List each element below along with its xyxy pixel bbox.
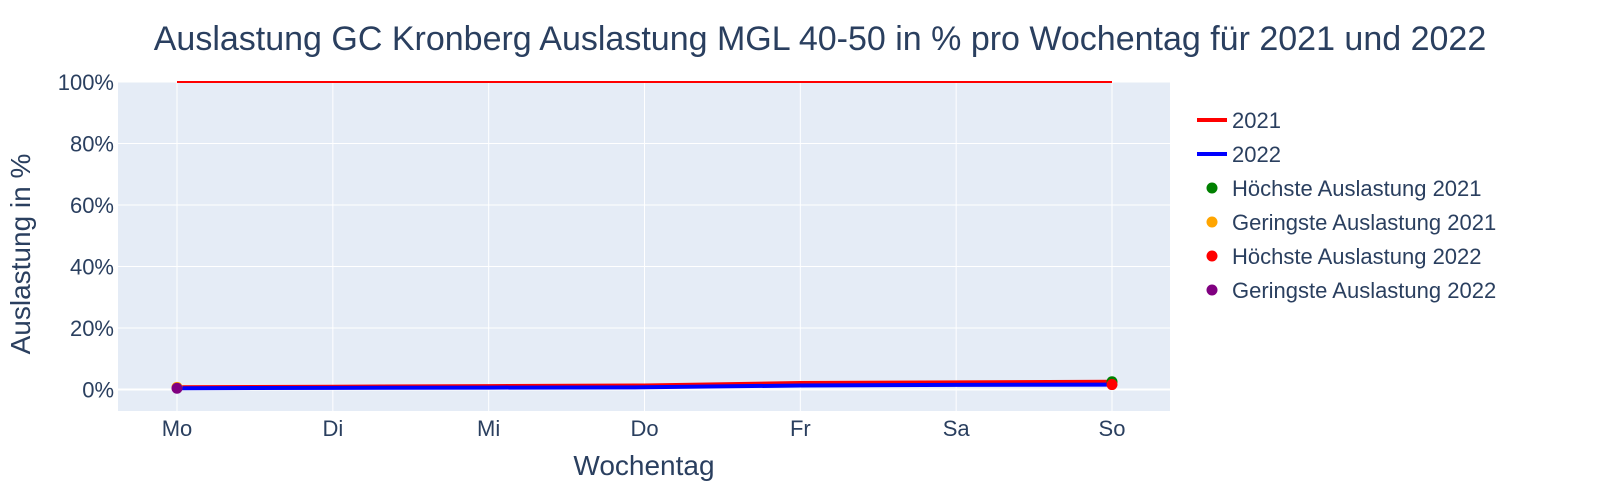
legend-entry: Geringste Auslastung 2021 [1232, 210, 1496, 235]
legend-entry: Höchste Auslastung 2022 [1232, 244, 1482, 269]
y-tick-label: 100% [58, 70, 114, 95]
x-tick-label: So [1099, 416, 1126, 441]
y-axis-title: Auslastung in % [5, 154, 36, 355]
legend-marker-swatch [1206, 284, 1218, 296]
x-tick-label: Di [322, 416, 343, 441]
series-line-2022 [176, 382, 1113, 391]
legend-entry: 2021 [1232, 108, 1281, 133]
marker-point [1106, 379, 1118, 391]
y-tick-label: 80% [70, 131, 114, 156]
legend-marker-swatch [1206, 216, 1218, 228]
highlight-markers [171, 376, 1118, 394]
x-tick-label: Do [630, 416, 658, 441]
x-tick-label: Mo [162, 416, 193, 441]
x-axis-title: Wochentag [573, 450, 714, 481]
y-tick-label: 0% [82, 377, 114, 402]
x-tick-label: Fr [790, 416, 811, 441]
marker-point [171, 382, 183, 394]
legend-entry: Höchste Auslastung 2021 [1232, 176, 1482, 201]
legend-marker-swatch [1206, 250, 1218, 262]
series-lines [176, 81, 1113, 391]
x-tick-label: Mi [477, 416, 500, 441]
legend[interactable]: 2021 2022 Höchste Auslastung 2021 Geringste… [1197, 108, 1496, 303]
chart-title: Auslastung GC Kronberg Auslastung MGL 40… [154, 20, 1487, 58]
x-tick-label: Sa [943, 416, 971, 441]
y-tick-label: 20% [70, 316, 114, 341]
legend-entry: Geringste Auslastung 2022 [1232, 278, 1496, 303]
x-axis-ticks: Mo Di Mi Do Fr Sa So [162, 416, 1126, 441]
y-tick-label: 40% [70, 254, 114, 279]
legend-entry: 2022 [1232, 142, 1281, 167]
y-axis-ticks: 0% 20% 40% 60% 80% 100% [58, 70, 114, 402]
legend-marker-swatch [1206, 182, 1218, 194]
y-tick-label: 60% [70, 193, 114, 218]
